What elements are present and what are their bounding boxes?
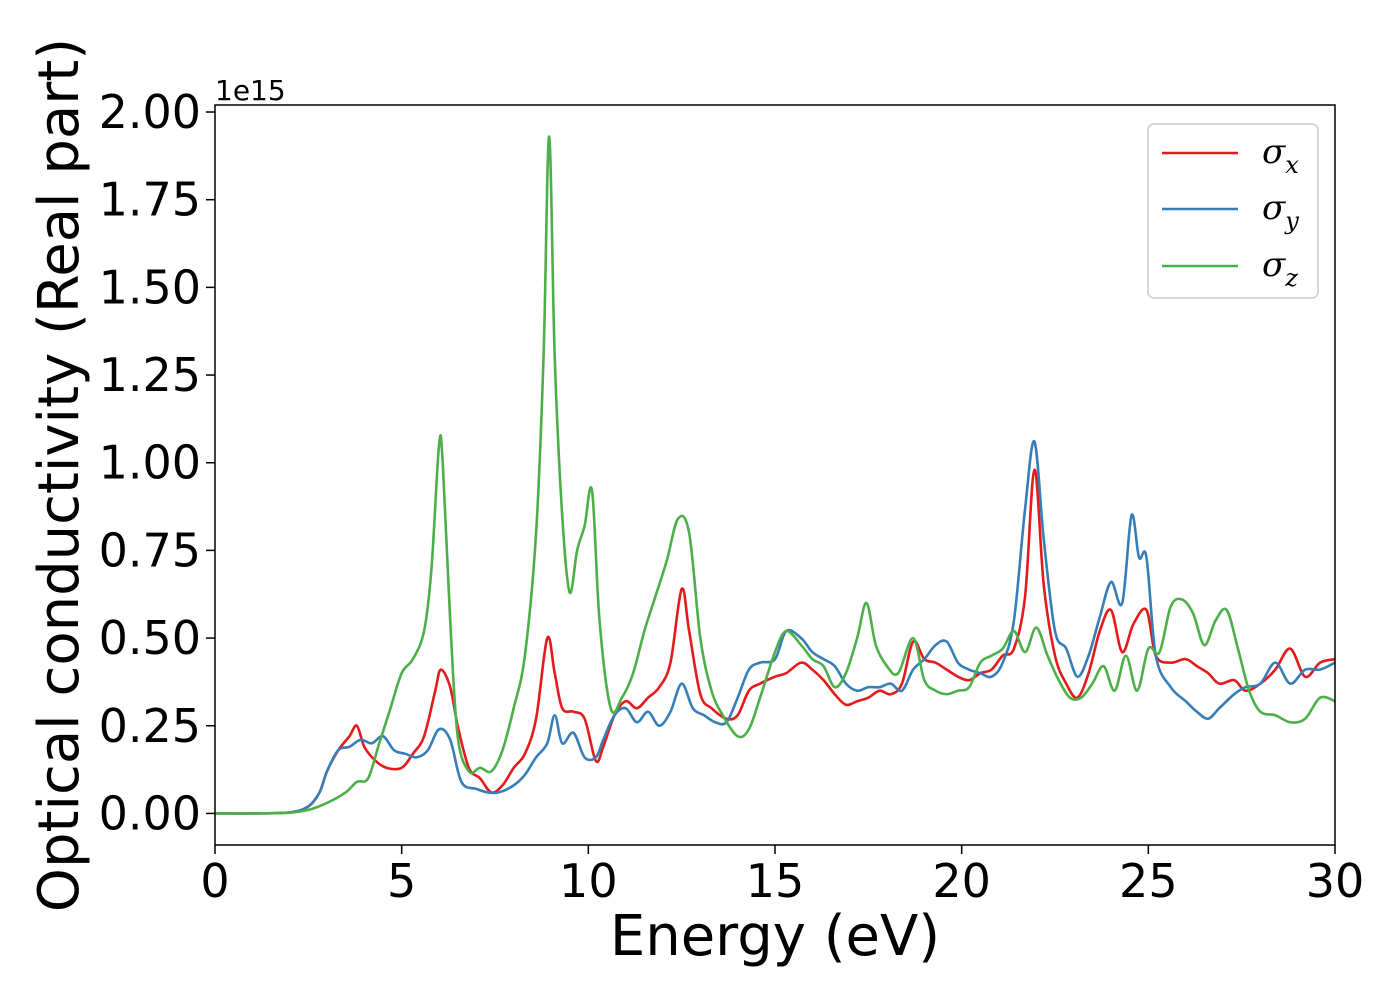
x-axis-ticks: 0 5 10 15 20 25 30 xyxy=(200,845,1364,908)
y-tick-label: 2.00 xyxy=(99,85,201,139)
y-tick-label: 1.00 xyxy=(99,436,201,490)
series-line-y xyxy=(215,440,1335,815)
y-axis-label: Optical conductivity (Real part) xyxy=(27,38,92,912)
y-axis-ticks: 0.00 0.25 0.50 0.75 1.00 1.25 1.50 1.75 2.00 xyxy=(99,85,215,840)
series-line-z xyxy=(215,135,1335,815)
legend-box xyxy=(1147,123,1319,299)
y-tick-label: 1.75 xyxy=(99,173,201,227)
y-tick-label: 0.75 xyxy=(99,523,201,577)
y-offset-label: 1e15 xyxy=(215,74,286,107)
x-tick-label: 30 xyxy=(1306,854,1365,908)
y-tick-label: 0.25 xyxy=(99,699,201,753)
x-tick-label: 15 xyxy=(746,854,805,908)
series-line-x xyxy=(215,468,1335,815)
x-tick-label: 0 xyxy=(200,854,229,908)
y-tick-label: 0.50 xyxy=(99,611,201,665)
y-tick-label: 1.50 xyxy=(99,260,201,314)
x-tick-label: 5 xyxy=(387,854,416,908)
x-axis-label: Energy (eV) xyxy=(610,904,940,969)
y-tick-label: 0.00 xyxy=(99,786,201,840)
x-tick-label: 25 xyxy=(1119,854,1178,908)
x-tick-label: 20 xyxy=(932,854,991,908)
x-tick-label: 10 xyxy=(559,854,618,908)
plot-lines xyxy=(215,135,1335,815)
y-tick-label: 1.25 xyxy=(99,348,201,402)
